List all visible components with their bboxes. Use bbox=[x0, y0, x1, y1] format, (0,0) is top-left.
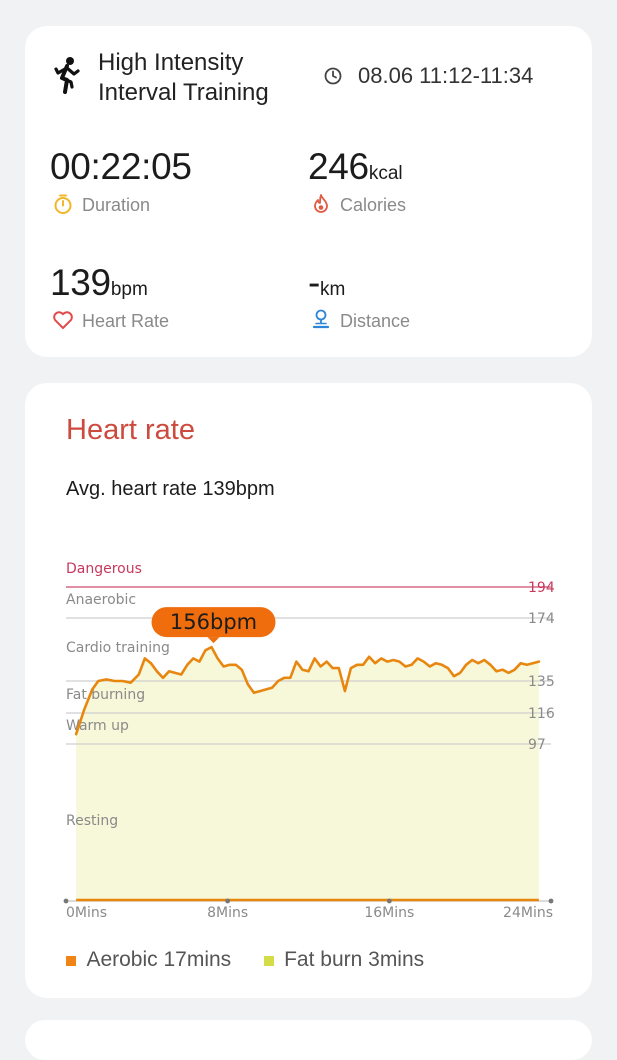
heart-rate-section-title: Heart rate bbox=[66, 414, 195, 446]
heart-rate-line bbox=[74, 645, 541, 736]
legend: Aerobic 17mins Fat burn 3mins bbox=[66, 948, 424, 972]
calories-metric: 246kcal bbox=[308, 146, 403, 188]
dangerous-zone-label: Dangerous bbox=[66, 561, 142, 577]
x-tick-dot bbox=[386, 898, 392, 904]
time-range: 08.06 11:12-11:34 bbox=[358, 63, 534, 88]
avg-heart-rate: Avg. heart rate 139bpm bbox=[66, 478, 275, 500]
fat-burning-tick-label: 116 bbox=[528, 706, 555, 722]
activity-title: High Intensity Interval Training bbox=[98, 49, 269, 106]
dangerous-tick-label: 194 bbox=[528, 580, 555, 596]
duration-value: 00:22:05 bbox=[50, 146, 192, 187]
x-tick-label: 0Mins bbox=[66, 905, 107, 921]
location-pin-icon bbox=[310, 308, 332, 337]
anaerobic-zone-label: Anaerobic bbox=[66, 592, 136, 608]
max-value-label: 156bpm bbox=[170, 610, 257, 634]
fat-burn-legend-swatch bbox=[263, 956, 274, 966]
calories-unit: kcal bbox=[368, 163, 403, 184]
distance-metric: -km bbox=[308, 262, 345, 304]
flame-icon bbox=[310, 193, 332, 220]
max-value-bubble bbox=[151, 607, 276, 638]
x-tick-label: 24Mins bbox=[503, 905, 553, 921]
aerobic-legend-swatch bbox=[66, 956, 76, 966]
clock-icon bbox=[323, 66, 343, 91]
distance-label: Distance bbox=[340, 311, 411, 331]
warm-up-tick-label: 97 bbox=[528, 737, 546, 753]
x-tick-dot bbox=[63, 898, 69, 904]
x-tick-label: 16Mins bbox=[364, 905, 414, 921]
heart-rate-metric: 139bpm bbox=[50, 262, 148, 304]
duration-label: Duration bbox=[82, 195, 151, 215]
heart-icon bbox=[52, 310, 74, 335]
heart-rate-label: Heart Rate bbox=[82, 311, 170, 331]
resting-zone-label: Resting bbox=[66, 813, 118, 829]
x-tick-label: 8Mins bbox=[207, 905, 248, 921]
calories-label: Calories bbox=[340, 195, 407, 215]
distance-unit: km bbox=[320, 279, 346, 300]
calories-value: 246 bbox=[308, 146, 369, 187]
heart-rate-value: 139 bbox=[50, 262, 111, 303]
max-value-pointer bbox=[207, 637, 220, 644]
distance-value: - bbox=[308, 262, 321, 303]
aerobic-legend-label: Aerobic 17mins bbox=[86, 948, 232, 971]
x-tick-dot bbox=[225, 898, 231, 904]
cardio-training-tick-label: 135 bbox=[528, 674, 555, 690]
next-card bbox=[25, 1020, 592, 1060]
x-tick-dot bbox=[548, 898, 554, 904]
anaerobic-tick-label: 174 bbox=[528, 611, 555, 627]
cardio-training-zone-label: Cardio training bbox=[66, 640, 170, 656]
runner-icon bbox=[53, 56, 81, 101]
summary-card: High Intensity Interval Training 08.06 1… bbox=[25, 26, 592, 357]
heart-rate-card: Heart rate Avg. heart rate 139bpm Danger… bbox=[25, 383, 592, 998]
heart-rate-unit: bpm bbox=[110, 279, 148, 300]
fat-burning-zone-label: Fat burning bbox=[66, 687, 145, 703]
fat-burn-legend-label: Fat burn 3mins bbox=[284, 948, 425, 971]
stopwatch-icon bbox=[52, 193, 74, 220]
heart-rate-area bbox=[76, 647, 539, 901]
warm-up-zone-label: Warm up bbox=[66, 718, 129, 734]
